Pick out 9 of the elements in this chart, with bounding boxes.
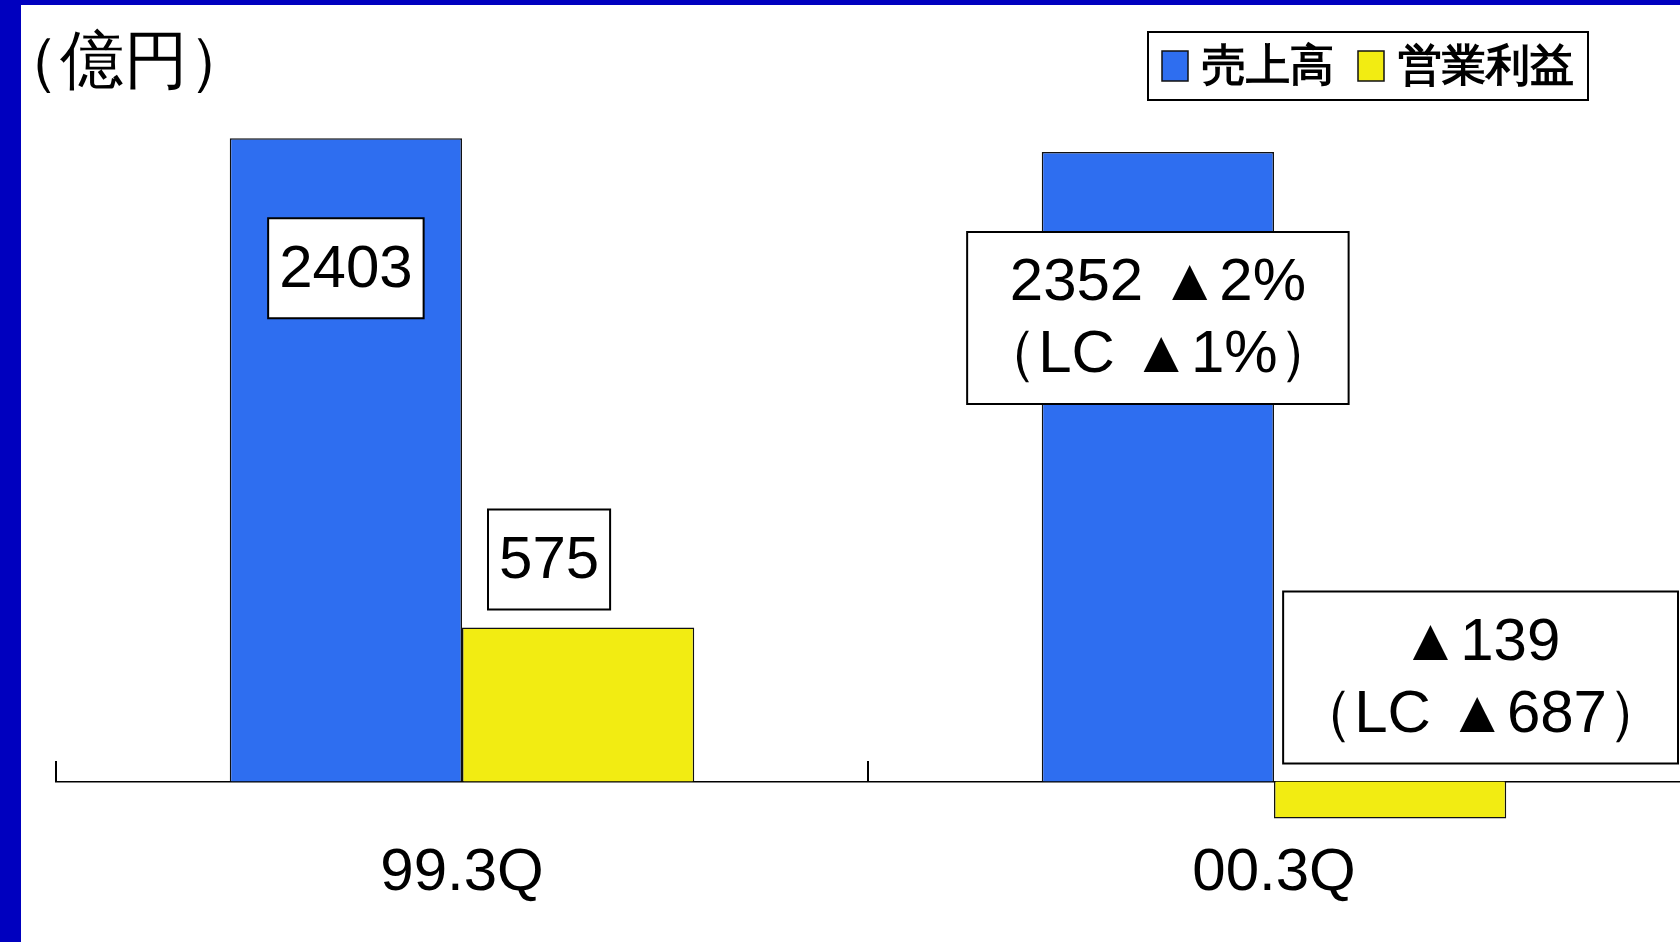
x-tick-label: 00.3Q (1192, 835, 1356, 903)
data-label: ▲139 （LC ▲687） (1294, 605, 1668, 745)
data-label: 575 (499, 524, 600, 592)
legend-label: 営業利益 (1398, 40, 1574, 90)
data-label: 2352 ▲2% （LC ▲1%） (978, 246, 1338, 386)
x-tick-label: 99.3Q (380, 835, 544, 903)
y-axis-title: （億円） (0, 24, 252, 98)
data-label: 2403 (279, 232, 413, 300)
legend-label: 売上高 (1202, 40, 1334, 90)
